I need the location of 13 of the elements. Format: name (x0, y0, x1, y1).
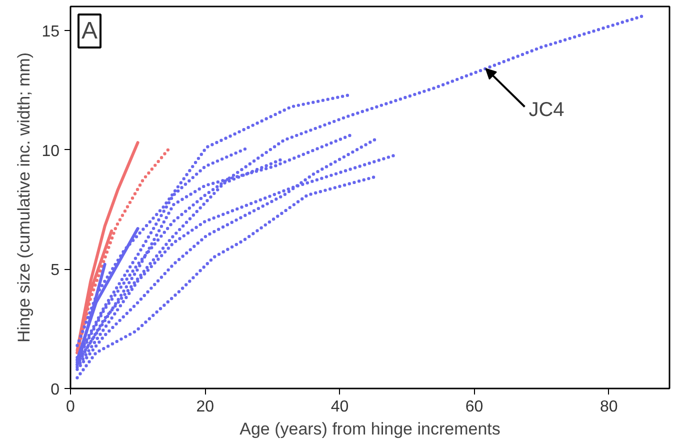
y-tick-label: 0 (50, 382, 60, 398)
x-tick-label: 40 (330, 398, 349, 416)
y-axis-title: Hinge size (cumulative inc. width; mm) (14, 52, 34, 343)
y-tick-label: 5 (50, 262, 60, 280)
text: A (82, 18, 98, 44)
x-axis-title: Age (years) from hinge increments (240, 420, 500, 438)
y-tick-label: 10 (42, 142, 60, 160)
x-tick-label: 80 (600, 398, 618, 416)
x-tick-label: 0 (66, 398, 76, 416)
x-tick-label: 60 (465, 398, 484, 416)
y-tick-label: 15 (42, 23, 60, 40)
annotation: JC4 (528, 98, 564, 121)
x-tick-label: 20 (196, 398, 214, 416)
